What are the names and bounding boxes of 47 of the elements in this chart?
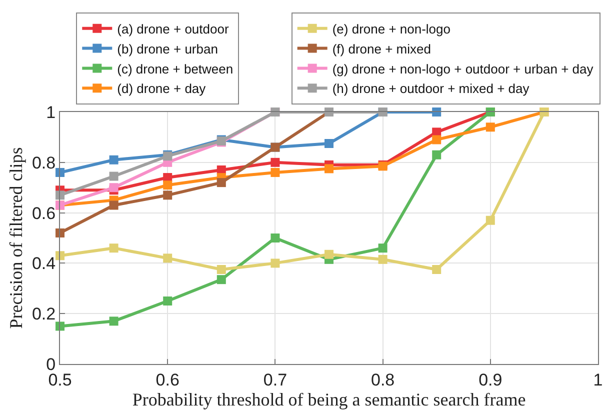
y-axis-title: Precision of filtered clips bbox=[6, 147, 26, 329]
legend-label: (g) drone + non-logo + outdoor + urban + day bbox=[332, 61, 594, 76]
point bbox=[432, 265, 442, 274]
y-tick-label: 1 bbox=[46, 102, 56, 122]
legend-label: (e) drone + non-logo bbox=[332, 21, 451, 36]
legend-label: (d) drone + day bbox=[117, 81, 206, 96]
point bbox=[109, 183, 118, 192]
point bbox=[109, 172, 118, 181]
x-tick-label: 0.6 bbox=[156, 370, 180, 390]
point bbox=[216, 178, 226, 188]
point bbox=[216, 265, 226, 274]
point bbox=[163, 190, 172, 200]
point bbox=[163, 296, 172, 306]
legend-label: (f) drone + mixed bbox=[332, 41, 431, 56]
point bbox=[486, 122, 495, 132]
point bbox=[109, 244, 118, 253]
x-tick-label: 0.9 bbox=[478, 370, 502, 390]
point bbox=[324, 139, 334, 148]
point bbox=[270, 168, 280, 177]
point bbox=[109, 155, 118, 164]
x-tick-label: 0.7 bbox=[263, 370, 288, 390]
x-axis-title: Probability threshold of being a semantic search frame bbox=[132, 390, 526, 410]
point bbox=[378, 244, 388, 253]
point bbox=[163, 180, 172, 190]
point bbox=[270, 158, 280, 167]
point bbox=[486, 216, 495, 225]
legend-label: (c) drone + between bbox=[117, 61, 234, 76]
point bbox=[216, 275, 226, 284]
y-tick-label: 0.4 bbox=[32, 254, 56, 274]
point bbox=[109, 316, 118, 326]
y-tick-label: 0.8 bbox=[32, 153, 56, 172]
legend-label: (h) drone + outdoor + mixed + day bbox=[332, 81, 530, 96]
legend-label: (a) drone + outdoor bbox=[117, 21, 230, 36]
point bbox=[270, 234, 280, 242]
y-tick-label: 0.6 bbox=[32, 204, 56, 223]
x-tick-label: 1 bbox=[593, 370, 603, 390]
point bbox=[432, 135, 442, 144]
point bbox=[270, 258, 280, 268]
point bbox=[163, 254, 172, 263]
y-tick-label: 0.2 bbox=[32, 304, 56, 324]
point bbox=[324, 164, 334, 174]
point bbox=[432, 150, 442, 160]
legend-label: (b) drone + urban bbox=[117, 41, 218, 56]
x-tick-label: 0.8 bbox=[370, 370, 395, 390]
point bbox=[324, 250, 334, 259]
point bbox=[378, 254, 388, 264]
point bbox=[109, 200, 118, 210]
